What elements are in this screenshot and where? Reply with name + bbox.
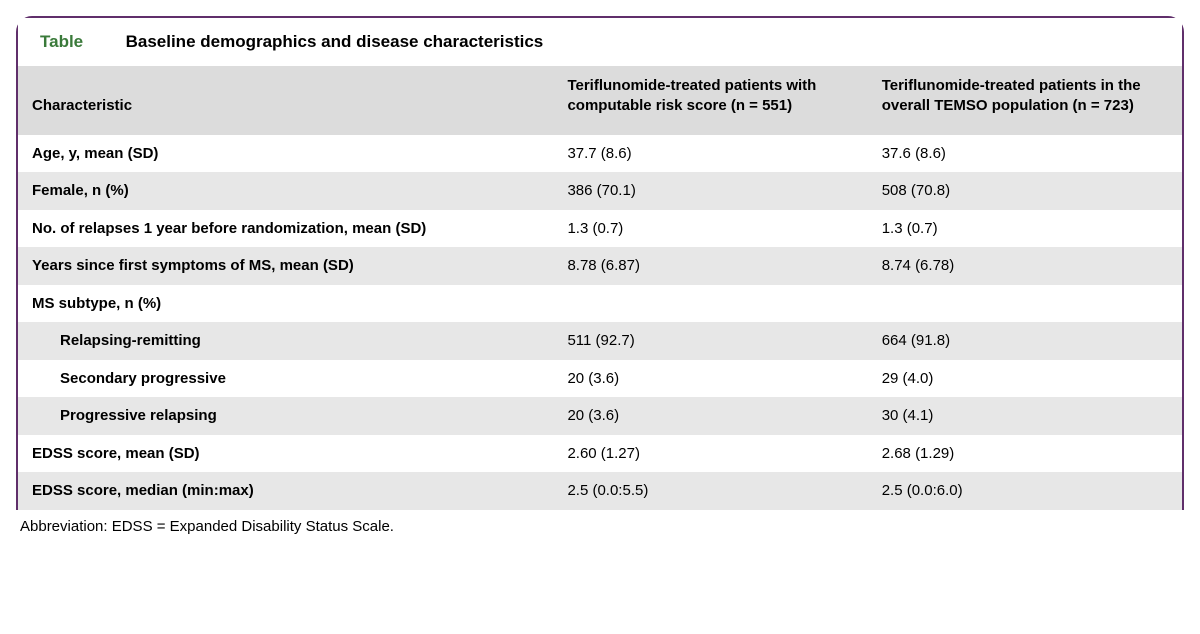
row-label: EDSS score, median (min:max): [18, 472, 553, 510]
table-row: EDSS score, median (min:max)2.5 (0.0:5.5…: [18, 472, 1182, 510]
table-title: Baseline demographics and disease charac…: [126, 32, 544, 51]
table-row: EDSS score, mean (SD)2.60 (1.27)2.68 (1.…: [18, 435, 1182, 473]
row-value-a: 20 (3.6): [553, 397, 867, 435]
row-value-b: 508 (70.8): [868, 172, 1182, 210]
table-header-row: Characteristic Teriflunomide-treated pat…: [18, 66, 1182, 135]
row-value-a: 20 (3.6): [553, 360, 867, 398]
row-label: Age, y, mean (SD): [18, 135, 553, 173]
row-value-a: 511 (92.7): [553, 322, 867, 360]
row-value-a: 8.78 (6.87): [553, 247, 867, 285]
row-value-b: 30 (4.1): [868, 397, 1182, 435]
row-value-b: 2.68 (1.29): [868, 435, 1182, 473]
row-value-b: 8.74 (6.78): [868, 247, 1182, 285]
row-value-b: 37.6 (8.6): [868, 135, 1182, 173]
row-value-b: 2.5 (0.0:6.0): [868, 472, 1182, 510]
table-row: Relapsing-remitting511 (92.7)664 (91.8): [18, 322, 1182, 360]
row-label: Years since first symptoms of MS, mean (…: [18, 247, 553, 285]
col-header-characteristic: Characteristic: [18, 66, 553, 135]
table-panel: Table Baseline demographics and disease …: [16, 16, 1184, 510]
row-label: Relapsing-remitting: [18, 322, 553, 360]
table-row: Years since first symptoms of MS, mean (…: [18, 247, 1182, 285]
table-header: Table Baseline demographics and disease …: [18, 18, 1182, 66]
table-row: Female, n (%)386 (70.1)508 (70.8): [18, 172, 1182, 210]
row-label: EDSS score, mean (SD): [18, 435, 553, 473]
row-value-a: 37.7 (8.6): [553, 135, 867, 173]
row-label: Progressive relapsing: [18, 397, 553, 435]
col-header-computable: Teriflunomide-treated patients with comp…: [553, 66, 867, 135]
table-row: Progressive relapsing20 (3.6)30 (4.1): [18, 397, 1182, 435]
row-label: Secondary progressive: [18, 360, 553, 398]
row-value-a: 386 (70.1): [553, 172, 867, 210]
table-footnote: Abbreviation: EDSS = Expanded Disability…: [16, 510, 1184, 535]
row-label: MS subtype, n (%): [18, 285, 553, 323]
table-row: MS subtype, n (%): [18, 285, 1182, 323]
row-label: No. of relapses 1 year before randomizat…: [18, 210, 553, 248]
row-value-b: [868, 285, 1182, 323]
row-value-a: 2.5 (0.0:5.5): [553, 472, 867, 510]
row-value-b: 664 (91.8): [868, 322, 1182, 360]
row-value-b: 29 (4.0): [868, 360, 1182, 398]
col-header-overall: Teriflunomide-treated patients in the ov…: [868, 66, 1182, 135]
table-row: Age, y, mean (SD)37.7 (8.6)37.6 (8.6): [18, 135, 1182, 173]
row-value-a: 2.60 (1.27): [553, 435, 867, 473]
row-value-a: 1.3 (0.7): [553, 210, 867, 248]
table-label: Table: [40, 32, 83, 51]
row-label: Female, n (%): [18, 172, 553, 210]
table-body: Age, y, mean (SD)37.7 (8.6)37.6 (8.6)Fem…: [18, 135, 1182, 510]
row-value-b: 1.3 (0.7): [868, 210, 1182, 248]
table-row: No. of relapses 1 year before randomizat…: [18, 210, 1182, 248]
demographics-table: Characteristic Teriflunomide-treated pat…: [18, 66, 1182, 510]
row-value-a: [553, 285, 867, 323]
table-row: Secondary progressive20 (3.6)29 (4.0): [18, 360, 1182, 398]
